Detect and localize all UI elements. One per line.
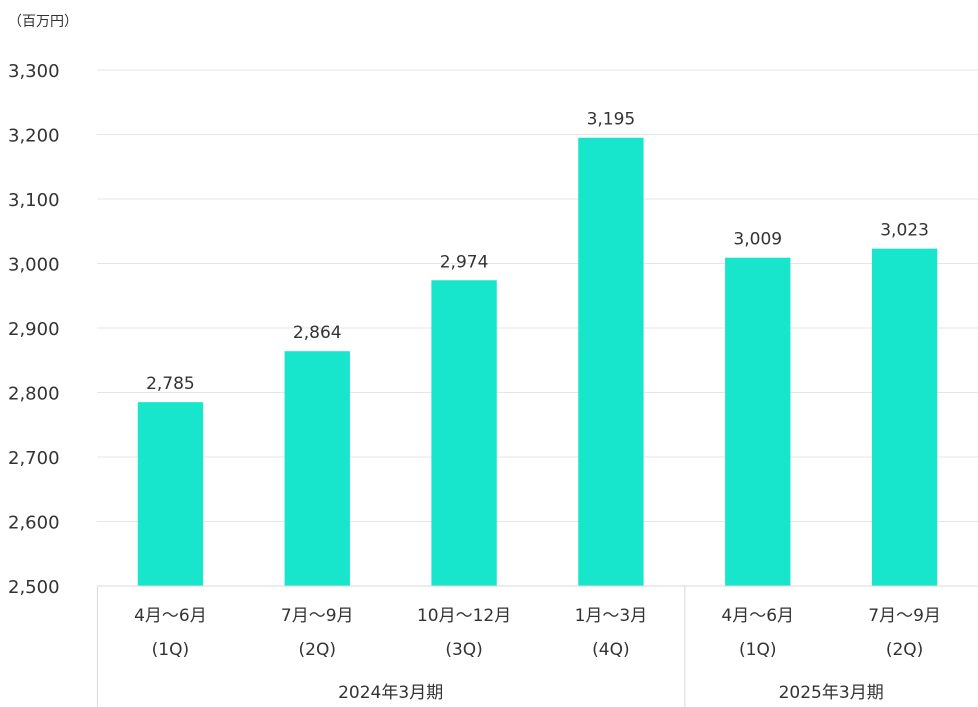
bar [431,280,497,586]
y-tick-label: 2,600 [8,513,60,534]
data-label: 2,785 [146,374,195,394]
y-tick-label: 2,500 [8,577,60,598]
x-tick-label: (2Q) [299,640,336,660]
y-tick-label: 2,700 [8,448,60,469]
group-label: 2024年3月期 [338,683,443,703]
data-label: 3,009 [733,230,782,250]
x-tick-label: (4Q) [592,640,629,660]
bar [578,137,644,586]
y-tick-label: 3,000 [8,255,60,276]
y-tick-label: 2,900 [8,319,60,340]
y-tick-label: 3,100 [8,190,60,211]
x-tick-label: 10月〜12月 [417,606,511,626]
x-tick-label: 7月〜9月 [868,606,941,626]
value-labels: 2,785 2,864 2,974 3,195 3,009 3,023 [146,110,929,394]
x-tick-label: (2Q) [886,640,923,660]
data-label: 2,974 [440,252,489,272]
group-label: 2025年3月期 [779,683,884,703]
x-axis: 4月〜6月 (1Q) 7月〜9月 (2Q) 10月〜12月 (3Q) 1月〜3月 (4Q) 4月… [97,585,978,707]
y-tick-label: 2,800 [8,384,60,405]
y-axis: 2,500 2,600 2,700 2,800 2,900 3,000 3,100 3,200… [8,61,60,598]
bars [137,137,938,587]
x-tick-label: 7月〜9月 [281,606,354,626]
bar [284,351,350,586]
x-tick-label: (3Q) [445,640,482,660]
unit-label: （百万円） [8,14,78,30]
grid-lines [97,69,978,522]
x-tick-label: 1月〜3月 [575,606,648,626]
y-tick-label: 3,200 [8,126,60,147]
data-label: 3,195 [587,110,636,130]
data-label: 2,864 [293,323,342,343]
bar [871,248,938,587]
y-tick-label: 3,300 [8,61,60,82]
x-tick-label: 4月〜6月 [134,606,207,626]
bar [137,402,204,586]
x-tick-label: 4月〜6月 [721,606,794,626]
x-tick-label: (1Q) [152,640,189,660]
bar [725,257,791,586]
data-label: 3,023 [880,221,929,241]
x-tick-label: (1Q) [739,640,776,660]
